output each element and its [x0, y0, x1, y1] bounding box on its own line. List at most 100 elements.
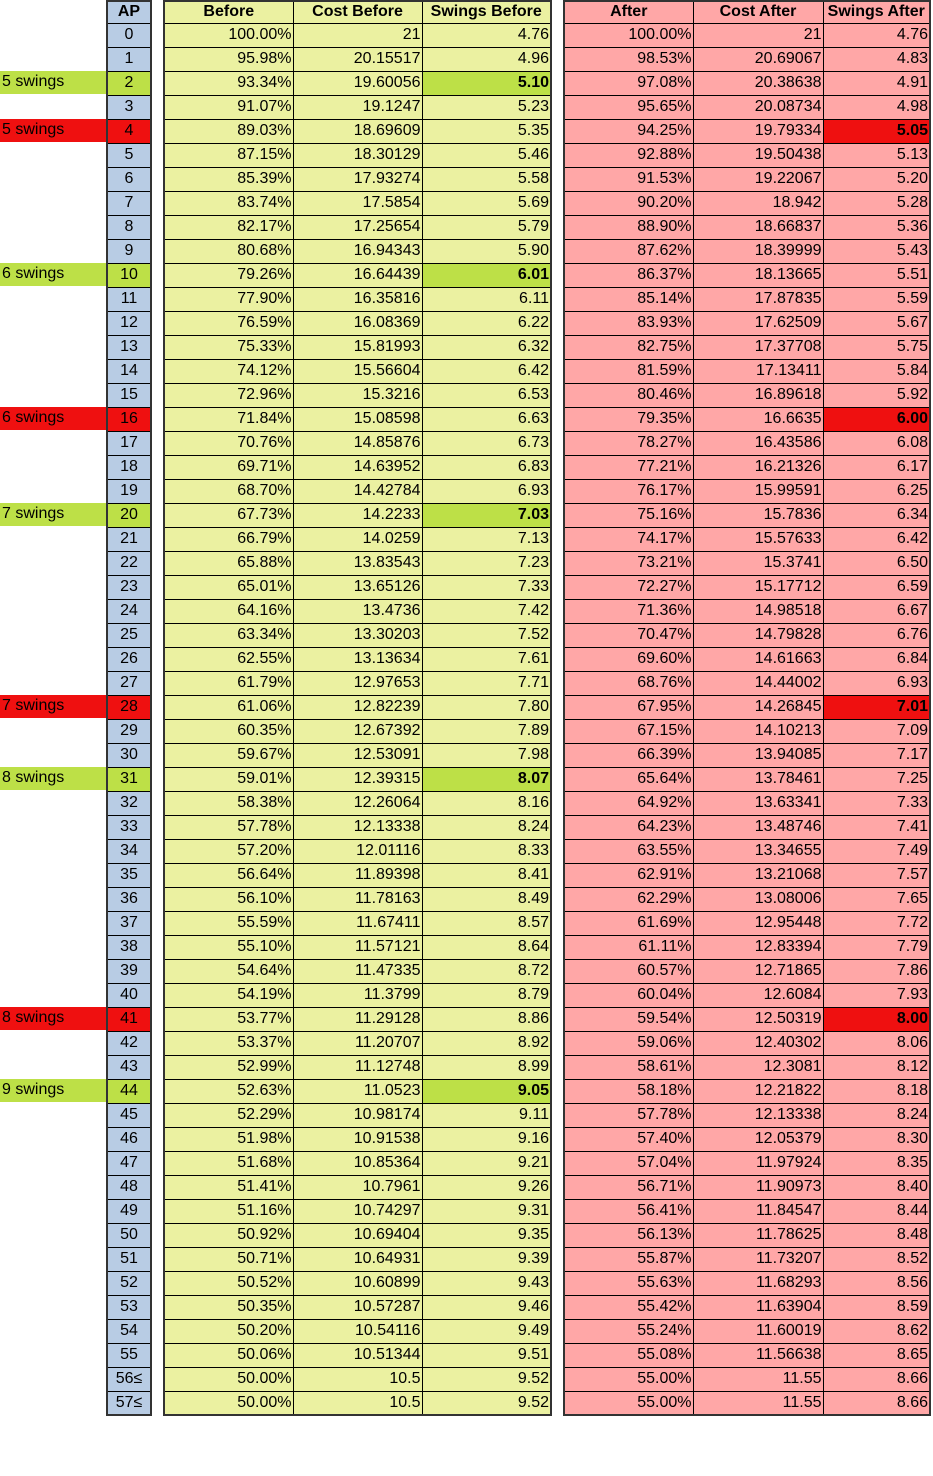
cell-ap[interactable]: 5 — [106, 142, 152, 168]
cell-cost-before[interactable]: 10.85364 — [292, 1150, 423, 1176]
cell-label[interactable]: 5 swings — [0, 70, 106, 94]
cell-before[interactable]: 70.76% — [163, 430, 294, 456]
cell-swings-before[interactable]: 9.05 — [421, 1078, 552, 1104]
cell-before[interactable]: 85.39% — [163, 166, 294, 192]
cell-swings-after[interactable]: 5.28 — [822, 190, 931, 216]
cell-swings-before[interactable]: 8.16 — [421, 790, 552, 816]
cell-cost-before[interactable]: 12.26064 — [292, 790, 423, 816]
cell-ap[interactable]: 17 — [106, 430, 152, 456]
cell-swings-before[interactable]: 5.46 — [421, 142, 552, 168]
cell-after[interactable]: 94.25% — [563, 118, 694, 144]
cell-cost-before[interactable]: 14.0259 — [292, 526, 423, 552]
cell-after[interactable]: 92.88% — [563, 142, 694, 168]
cell-cost-before[interactable]: 14.42784 — [292, 478, 423, 504]
cell-cost-after[interactable]: 20.69067 — [692, 46, 824, 72]
cell-cost-before[interactable]: 11.29128 — [292, 1006, 423, 1032]
cell-swings-after[interactable]: 5.05 — [822, 118, 931, 144]
cell-after[interactable]: 78.27% — [563, 430, 694, 456]
cell-cost-before[interactable]: 10.5 — [292, 1390, 423, 1416]
cell-cost-before[interactable]: 11.3799 — [292, 982, 423, 1008]
cell-swings-before[interactable]: 7.33 — [421, 574, 552, 600]
cell-label[interactable]: 9 swings — [0, 1078, 106, 1102]
cell-swings-after[interactable]: 8.66 — [822, 1390, 931, 1416]
cell-cost-before[interactable]: 13.13634 — [292, 646, 423, 672]
cell-swings-after[interactable]: 8.18 — [822, 1078, 931, 1104]
cell-cost-after[interactable]: 20.08734 — [692, 94, 824, 120]
cell-before[interactable]: 61.79% — [163, 670, 294, 696]
cell-ap[interactable]: 13 — [106, 334, 152, 360]
cell-before[interactable]: 68.70% — [163, 478, 294, 504]
cell-after[interactable]: 64.23% — [563, 814, 694, 840]
cell-ap[interactable]: 53 — [106, 1294, 152, 1320]
cell-after[interactable]: 68.76% — [563, 670, 694, 696]
cell-swings-before[interactable]: 8.07 — [421, 766, 552, 792]
cell-ap[interactable]: 11 — [106, 286, 152, 312]
cell-after[interactable]: 88.90% — [563, 214, 694, 240]
cell-label[interactable] — [0, 1366, 106, 1390]
cell-swings-before[interactable]: 8.57 — [421, 910, 552, 936]
cell-after[interactable]: 60.57% — [563, 958, 694, 984]
cell-swings-after[interactable]: 7.09 — [822, 718, 931, 744]
cell-cost-after[interactable]: 11.55 — [692, 1366, 824, 1392]
cell-after[interactable]: 63.55% — [563, 838, 694, 864]
cell-swings-after[interactable]: 7.25 — [822, 766, 931, 792]
cell-ap[interactable]: 44 — [106, 1078, 152, 1104]
cell-after[interactable]: 66.39% — [563, 742, 694, 768]
cell-ap[interactable]: 54 — [106, 1318, 152, 1344]
cell-label[interactable] — [0, 742, 106, 766]
cell-swings-before[interactable]: 8.33 — [421, 838, 552, 864]
cell-swings-after[interactable]: 8.48 — [822, 1222, 931, 1248]
cell-after[interactable]: 57.04% — [563, 1150, 694, 1176]
cell-after[interactable]: 80.46% — [563, 382, 694, 408]
cell-label[interactable]: 6 swings — [0, 262, 106, 286]
cell-swings-before[interactable]: 9.49 — [421, 1318, 552, 1344]
cell-after[interactable]: 56.41% — [563, 1198, 694, 1224]
cell-before[interactable]: 64.16% — [163, 598, 294, 624]
cell-before[interactable]: 100.00% — [163, 22, 294, 48]
cell-cost-after[interactable]: 11.55 — [692, 1390, 824, 1416]
cell-swings-before[interactable]: 5.10 — [421, 70, 552, 96]
cell-ap[interactable]: 47 — [106, 1150, 152, 1176]
cell-ap[interactable]: 18 — [106, 454, 152, 480]
cell-ap[interactable]: 0 — [106, 22, 152, 48]
cell-cost-before[interactable]: 17.5854 — [292, 190, 423, 216]
cell-cost-after[interactable]: 16.43586 — [692, 430, 824, 456]
cell-cost-after[interactable]: 13.34655 — [692, 838, 824, 864]
cell-ap[interactable]: 40 — [106, 982, 152, 1008]
cell-cost-before[interactable]: 10.54116 — [292, 1318, 423, 1344]
cell-label[interactable] — [0, 430, 106, 454]
cell-cost-after[interactable]: 19.79334 — [692, 118, 824, 144]
cell-label[interactable] — [0, 1390, 106, 1414]
cell-cost-after[interactable]: 11.97924 — [692, 1150, 824, 1176]
cell-after[interactable]: 61.11% — [563, 934, 694, 960]
cell-ap[interactable]: 30 — [106, 742, 152, 768]
cell-swings-before[interactable]: 7.98 — [421, 742, 552, 768]
cell-cost-after[interactable]: 14.98518 — [692, 598, 824, 624]
cell-swings-after[interactable]: 6.25 — [822, 478, 931, 504]
cell-ap[interactable]: 19 — [106, 478, 152, 504]
cell-swings-before[interactable]: 5.90 — [421, 238, 552, 264]
cell-cost-before[interactable]: 12.53091 — [292, 742, 423, 768]
cell-before[interactable]: 66.79% — [163, 526, 294, 552]
cell-ap[interactable]: 51 — [106, 1246, 152, 1272]
cell-label[interactable] — [0, 1030, 106, 1054]
cell-swings-before[interactable]: 8.72 — [421, 958, 552, 984]
cell-cost-after[interactable]: 13.08006 — [692, 886, 824, 912]
cell-before[interactable]: 52.29% — [163, 1102, 294, 1128]
cell-cost-before[interactable]: 12.13338 — [292, 814, 423, 840]
cell-cost-before[interactable]: 12.67392 — [292, 718, 423, 744]
cost-before-header[interactable]: Cost Before — [292, 0, 423, 24]
cell-swings-after[interactable]: 8.24 — [822, 1102, 931, 1128]
cell-ap[interactable]: 31 — [106, 766, 152, 792]
cell-ap[interactable]: 12 — [106, 310, 152, 336]
cell-swings-after[interactable]: 5.36 — [822, 214, 931, 240]
cell-swings-before[interactable]: 5.58 — [421, 166, 552, 192]
cell-label[interactable] — [0, 478, 106, 502]
cell-swings-after[interactable]: 5.43 — [822, 238, 931, 264]
cell-after[interactable]: 55.00% — [563, 1390, 694, 1416]
cell-swings-after[interactable]: 8.44 — [822, 1198, 931, 1224]
cell-swings-after[interactable]: 5.13 — [822, 142, 931, 168]
cell-cost-after[interactable]: 11.63904 — [692, 1294, 824, 1320]
cell-before[interactable]: 80.68% — [163, 238, 294, 264]
cell-swings-before[interactable]: 9.35 — [421, 1222, 552, 1248]
